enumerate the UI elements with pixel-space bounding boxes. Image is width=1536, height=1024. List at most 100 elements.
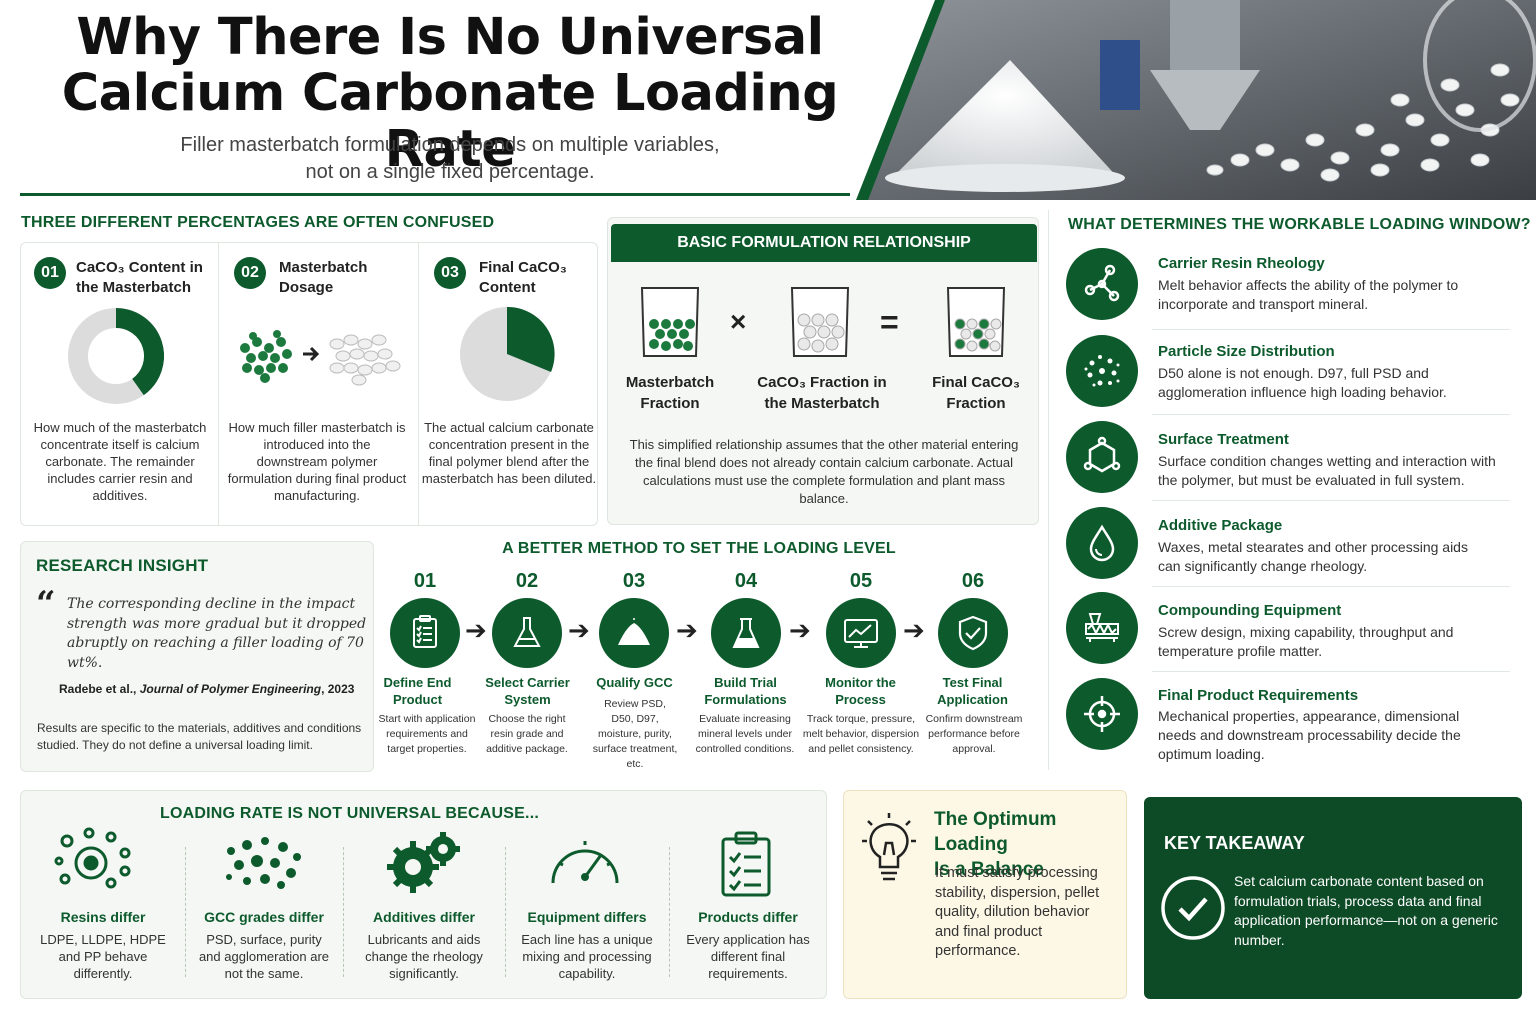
citation-authors: Radebe et al., bbox=[59, 682, 140, 696]
beaker-mixed-pellets-icon bbox=[946, 287, 1006, 357]
checklist-icon bbox=[390, 598, 460, 668]
reason-title: Products differ bbox=[698, 909, 798, 925]
percentages-divider-2 bbox=[418, 243, 419, 525]
factors-section-title: WHAT DETERMINES THE WORKABLE LOADING WIN… bbox=[1068, 216, 1531, 233]
reason-title: Resins differ bbox=[60, 909, 146, 925]
gauge-icon bbox=[551, 841, 619, 884]
step-title-line: Formulations bbox=[704, 692, 787, 707]
step-title: Monitor the Process bbox=[813, 674, 908, 708]
percentage-title-line: Masterbatch bbox=[279, 259, 368, 276]
subtitle-line-2: not on a single fixed percentage. bbox=[305, 161, 595, 183]
reasons-divider bbox=[669, 847, 670, 977]
percentage-number-badge: 02 bbox=[234, 257, 266, 289]
formula-term-line: the Masterbatch bbox=[764, 395, 880, 412]
step-title-line: Define End bbox=[383, 675, 452, 690]
factor-description: Waxes, metal stearates and other process… bbox=[1158, 539, 1468, 574]
equals-operator: = bbox=[880, 304, 899, 340]
percentage-title-line: CaCO₃ Content in bbox=[76, 259, 203, 276]
shield-check-icon bbox=[938, 598, 1008, 668]
factor-title: Additive Package bbox=[1158, 517, 1283, 534]
step-title-line: Product bbox=[392, 692, 443, 707]
step-title: Build Trial Formulations bbox=[698, 674, 793, 708]
factor-description: Mechanical properties, appearance, dimen… bbox=[1158, 708, 1461, 762]
factor-title: Compounding Equipment bbox=[1158, 602, 1342, 619]
check-circle-icon bbox=[1161, 876, 1225, 940]
research-citation: Radebe et al., Journal of Polymer Engine… bbox=[59, 682, 369, 696]
factor-description: Surface condition changes wetting and in… bbox=[1158, 453, 1496, 488]
formula-term-line: Fraction bbox=[640, 395, 700, 412]
reason-title: GCC grades differ bbox=[204, 909, 324, 925]
header-divider bbox=[20, 193, 850, 196]
target-icon bbox=[1066, 678, 1138, 750]
research-note: Results are specific to the materials, a… bbox=[37, 721, 362, 752]
balance-panel: The Optimum Loading Is a Balance It must… bbox=[843, 790, 1127, 999]
citation-year: , 2023 bbox=[321, 682, 355, 696]
arrow-right-icon: ➔ bbox=[903, 615, 925, 645]
step-title-line: Build Trial bbox=[714, 675, 777, 690]
step-description: Choose the right resin grade and additiv… bbox=[486, 713, 568, 755]
step-title-line: Select Carrier bbox=[485, 675, 570, 690]
formula-term-3: Final CaCO₃ Fraction bbox=[920, 372, 1032, 414]
arrow-right-icon: ➔ bbox=[465, 615, 487, 645]
step-title: Qualify GCC bbox=[587, 674, 682, 691]
percentage-title-line: Dosage bbox=[279, 279, 334, 296]
takeaway-panel: KEY TAKEAWAY Set calcium carbonate conte… bbox=[1144, 797, 1522, 999]
monitor-chart-icon bbox=[826, 598, 896, 668]
title-line-2: Calcium Carbonate Loading Rate bbox=[61, 64, 839, 179]
step-number: 04 bbox=[734, 570, 758, 592]
arrow-right-icon: ➔ bbox=[789, 615, 811, 645]
step-description: Confirm downstream performance before ap… bbox=[925, 713, 1023, 755]
step-title-line: Qualify GCC bbox=[596, 675, 673, 690]
step-number: 02 bbox=[515, 570, 539, 592]
particles-icon bbox=[1066, 335, 1138, 407]
percentage-number-badge: 01 bbox=[34, 257, 66, 289]
percentage-number-badge: 03 bbox=[434, 257, 466, 289]
takeaway-title: KEY TAKEAWAY bbox=[1164, 833, 1305, 853]
step-number: 01 bbox=[413, 570, 437, 592]
factor-title: Final Product Requirements bbox=[1158, 687, 1359, 704]
percentage-title: CaCO₃ Content in the Masterbatch bbox=[76, 258, 216, 298]
step-title-line: System bbox=[504, 692, 551, 707]
research-quote: The corresponding decline in the impact … bbox=[67, 596, 367, 671]
flask-icon bbox=[492, 598, 562, 668]
percentage-description: How much filler masterbatch is introduce… bbox=[227, 420, 407, 503]
page-subtitle: Filler masterbatch formulation depends o… bbox=[140, 132, 760, 186]
percentage-title-line: Content bbox=[479, 279, 536, 296]
step-number: 06 bbox=[961, 570, 985, 592]
percentage-title: Masterbatch Dosage bbox=[279, 258, 409, 298]
quote-mark-icon: “ bbox=[36, 584, 56, 624]
step-title-line: Monitor the bbox=[825, 675, 896, 690]
reasons-divider bbox=[505, 847, 506, 977]
clipboard-icon bbox=[721, 831, 771, 897]
formula-title: BASIC FORMULATION RELATIONSHIP bbox=[611, 224, 1037, 262]
lightbulb-icon bbox=[862, 813, 916, 881]
step-title-line: Process bbox=[835, 692, 886, 707]
balance-title-line: Is a Balance bbox=[934, 859, 1044, 880]
method-section-title: A BETTER METHOD TO SET THE LOADING LEVEL bbox=[502, 540, 896, 557]
arrow-right-icon: ➔ bbox=[568, 615, 590, 645]
reason-description: Lubricants and aids change the rheology … bbox=[365, 932, 483, 981]
step-title: Select Carrier System bbox=[480, 674, 575, 708]
beaker-icon bbox=[711, 598, 781, 668]
title-line-1: Why There Is No Universal bbox=[76, 8, 824, 67]
factor-description: D50 alone is not enough. D97, full PSD a… bbox=[1158, 365, 1447, 400]
factor-divider bbox=[1152, 414, 1510, 415]
percentage-title-line: Final CaCO₃ bbox=[479, 259, 567, 276]
reasons-divider bbox=[185, 847, 186, 977]
reasons-divider bbox=[343, 847, 344, 977]
reasons-title: LOADING RATE IS NOT UNIVERSAL BECAUSE... bbox=[160, 805, 539, 822]
extruder-icon bbox=[1066, 592, 1138, 664]
donut-chart-icon bbox=[68, 308, 164, 404]
subtitle-line-1: Filler masterbatch formulation depends o… bbox=[180, 134, 720, 156]
balance-description: It must satisfy processing stability, di… bbox=[935, 865, 1100, 959]
factor-description: Melt behavior affects the ability of the… bbox=[1158, 277, 1459, 312]
step-title: Define End Product bbox=[375, 674, 460, 708]
factor-title: Surface Treatment bbox=[1158, 431, 1289, 448]
formula-note: This simplified relationship assumes tha… bbox=[629, 437, 1019, 506]
formula-panel: BASIC FORMULATION RELATIONSHIP × = Maste… bbox=[607, 217, 1039, 525]
beaker-green-pellets-icon bbox=[640, 287, 700, 357]
pellets-dilution-icon bbox=[240, 330, 401, 386]
reason-title: Equipment differs bbox=[527, 909, 647, 925]
percentages-divider-1 bbox=[218, 243, 219, 525]
balance-title: The Optimum Loading Is a Balance bbox=[934, 807, 1124, 882]
